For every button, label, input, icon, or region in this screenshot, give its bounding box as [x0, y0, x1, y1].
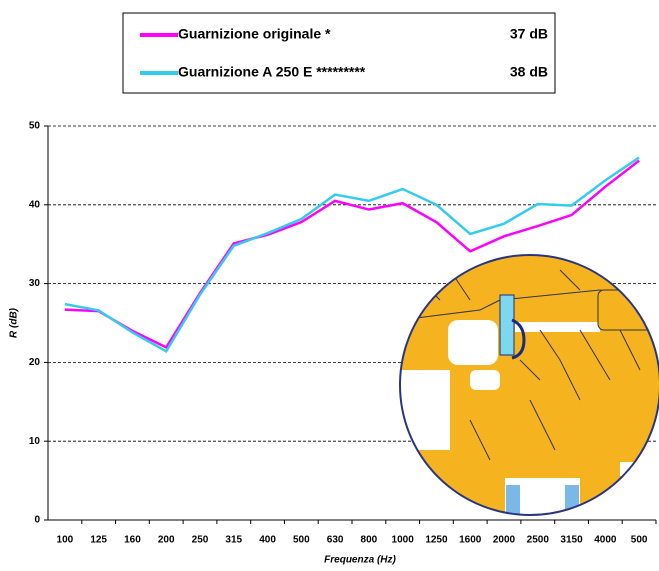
chart: Guarnizione originale * 37 dB Guarnizione …	[0, 0, 659, 566]
legend-label: Guarnizione A 250 E *********	[178, 64, 366, 80]
x-tick-label: 400	[259, 535, 276, 546]
x-tick-label: 315	[225, 535, 242, 546]
x-tick-label: 3150	[560, 535, 583, 546]
x-tick-label: 630	[327, 535, 344, 546]
y-tick-label: 20	[29, 357, 41, 368]
x-axis-label: Frequenza (Hz)	[324, 555, 396, 566]
y-tick-label: 0	[34, 515, 40, 526]
y-axis-label: R (dB)	[9, 307, 20, 338]
x-tick-label: 500	[631, 535, 648, 546]
x-tick-label: 100	[57, 535, 74, 546]
page: {"chart_data": {"type": "line", "categor…	[0, 0, 659, 571]
x-tick-label: 125	[90, 535, 107, 546]
x-tick-label: 800	[361, 535, 378, 546]
legend-rating: 37 dB	[510, 26, 548, 42]
y-tick-label: 10	[29, 436, 41, 447]
legend-label: Guarnizione originale *	[178, 26, 331, 42]
legend-rating: 38 dB	[510, 64, 548, 80]
x-tick-label: 1600	[459, 535, 482, 546]
y-tick-label: 30	[29, 278, 41, 289]
x-tick-label: 200	[158, 535, 175, 546]
x-tick-label: 250	[192, 535, 209, 546]
x-tick-label: 2000	[493, 535, 516, 546]
x-tick-label: 1000	[392, 535, 415, 546]
y-tick-label: 40	[29, 199, 41, 210]
x-tick-label: 2500	[527, 535, 550, 546]
x-tick-label: 4000	[594, 535, 617, 546]
x-tick-label: 500	[293, 535, 310, 546]
x-tick-label: 1250	[425, 535, 448, 546]
y-tick-label: 50	[29, 121, 41, 132]
x-tick-label: 160	[124, 535, 141, 546]
